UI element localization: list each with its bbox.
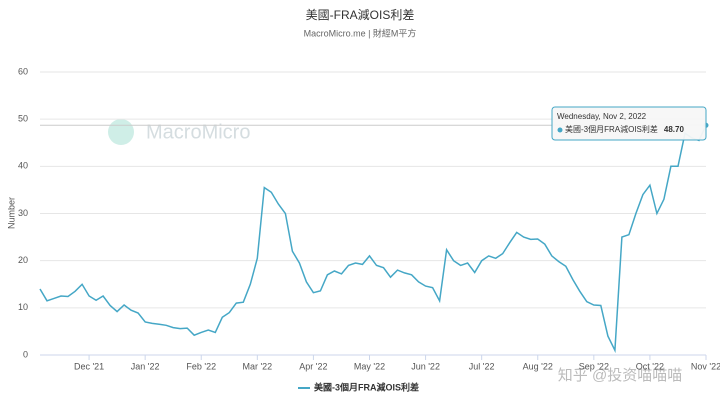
y-tick-label: 10 xyxy=(18,302,28,312)
x-tick-label: Sep '22 xyxy=(579,361,609,371)
y-tick-label: 60 xyxy=(18,66,28,76)
y-tick-label: 40 xyxy=(18,161,28,171)
x-tick-label: May '22 xyxy=(354,361,385,371)
tooltip-box xyxy=(551,106,707,141)
x-tick-label: Jul '22 xyxy=(469,361,495,371)
tooltip: Wednesday, Nov 2, 2022 美國-3個月FRA減OIS利差 48.… xyxy=(551,106,707,141)
credit: 知乎 @投资喵喵喵 xyxy=(558,367,682,384)
y-tick-label: 0 xyxy=(23,349,28,359)
tooltip-value: 48.70 xyxy=(664,125,685,134)
watermark: MacroMicro xyxy=(146,121,250,143)
watermark-logo xyxy=(108,119,134,145)
x-tick-label: Jan '22 xyxy=(131,361,160,371)
legend-label: 美國-3個月FRA減OIS利差 xyxy=(314,381,419,392)
x-tick-label: Feb '22 xyxy=(186,361,216,371)
x-tick-label: Apr '22 xyxy=(299,361,327,371)
chart-subtitle: MacroMicro.me | 財經M平方 xyxy=(304,27,417,38)
y-tick-label: 50 xyxy=(18,114,28,124)
chart-title: 美國-FRA減OIS利差 xyxy=(306,7,415,22)
x-tick-label: Aug '22 xyxy=(523,361,553,371)
tooltip-series: 美國-3個月FRA減OIS利差 xyxy=(565,124,658,134)
tooltip-date: Wednesday, Nov 2, 2022 xyxy=(557,112,647,121)
x-tick-label: Jun '22 xyxy=(411,361,440,371)
x-tick-label: Nov '22 xyxy=(691,361,720,371)
x-tick-label: Mar '22 xyxy=(242,361,272,371)
tooltip-dot xyxy=(557,127,563,133)
x-tick-label: Oct '22 xyxy=(636,361,664,371)
y-tick-label: 30 xyxy=(18,208,28,218)
tooltip-text: 美國-3個月FRA減OIS利差 48.70 xyxy=(565,124,684,134)
x-tick-label: Dec '21 xyxy=(74,361,104,371)
line-series xyxy=(39,124,707,354)
y-tick-label: 20 xyxy=(18,255,28,265)
y-axis-label: Number xyxy=(6,197,16,229)
